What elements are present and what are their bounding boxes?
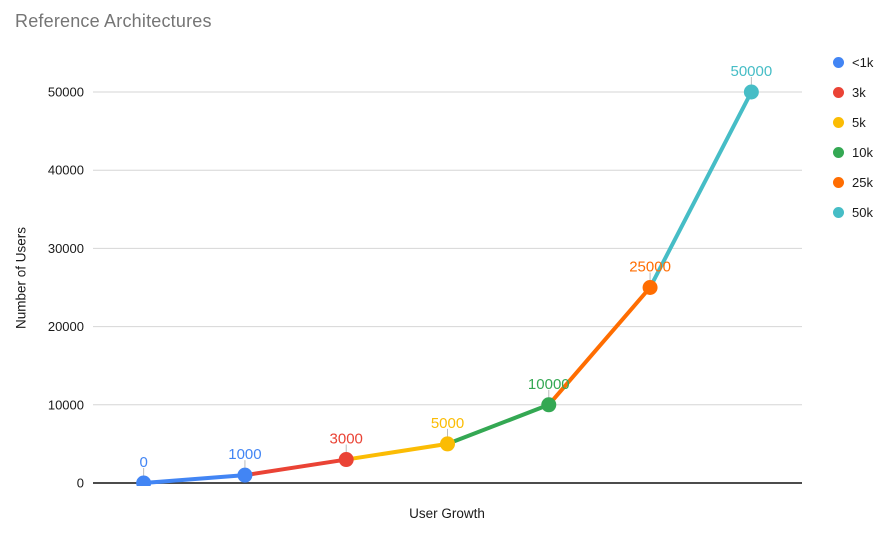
legend-item: 50k (833, 197, 873, 227)
y-tick-label: 40000 (48, 163, 84, 178)
legend-label: 25k (852, 174, 873, 190)
data-label: 0 (139, 454, 147, 471)
legend-dot-icon (833, 56, 844, 68)
legend-item: 25k (833, 167, 873, 197)
legend-dot-icon (833, 146, 844, 158)
y-axis-tick-labels: 0 10000 20000 30000 40000 50000 (48, 85, 84, 491)
legend-label: <1k (852, 54, 874, 70)
x-axis-title: User Growth (409, 506, 485, 521)
data-labels: 0 1000 3000 5000 10000 25000 50000 (139, 63, 772, 471)
legend-label: 5k (852, 114, 866, 130)
y-tick-label: 50000 (48, 85, 84, 100)
legend-dot-icon (833, 176, 844, 188)
legend-item: 10k (833, 137, 873, 167)
data-point (541, 397, 557, 413)
data-label: 10000 (528, 376, 570, 393)
line-segment (445, 402, 551, 446)
gridlines (93, 91, 802, 484)
series-layer (136, 84, 759, 486)
data-label: 1000 (228, 446, 261, 463)
y-tick-label: 0 (77, 476, 84, 491)
data-label: 5000 (431, 415, 464, 432)
chart-legend: <1k 3k 5k 10k 25k 50k (833, 47, 873, 227)
data-label: 3000 (330, 431, 363, 448)
data-point (338, 452, 354, 468)
legend-item: <1k (833, 47, 873, 77)
line-segment (242, 457, 349, 478)
legend-label: 10k (852, 144, 873, 160)
line-segment (648, 90, 754, 290)
legend-dot-icon (833, 206, 844, 218)
y-tick-label: 20000 (48, 319, 84, 334)
legend-dot-icon (833, 86, 844, 98)
data-point (136, 475, 152, 486)
line-segment (546, 285, 653, 407)
y-tick-label: 30000 (48, 241, 84, 256)
data-point (440, 436, 455, 452)
data-point (642, 280, 658, 295)
line-segment (141, 473, 247, 485)
data-label: 50000 (730, 63, 772, 80)
legend-label: 50k (852, 204, 873, 220)
chart-title: Reference Architectures (15, 11, 212, 31)
legend-label: 3k (852, 84, 866, 100)
data-label: 25000 (629, 259, 671, 276)
line-segment (344, 441, 450, 462)
y-tick-label: 10000 (48, 397, 84, 412)
data-point (237, 467, 253, 483)
legend-item: 3k (833, 77, 873, 107)
data-point (743, 84, 759, 100)
legend-item: 5k (833, 107, 873, 137)
legend-dot-icon (833, 116, 844, 128)
